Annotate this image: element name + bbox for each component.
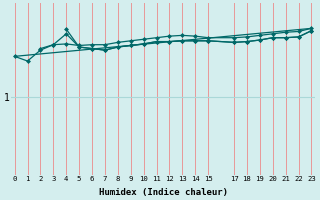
X-axis label: Humidex (Indice chaleur): Humidex (Indice chaleur) — [99, 188, 228, 197]
